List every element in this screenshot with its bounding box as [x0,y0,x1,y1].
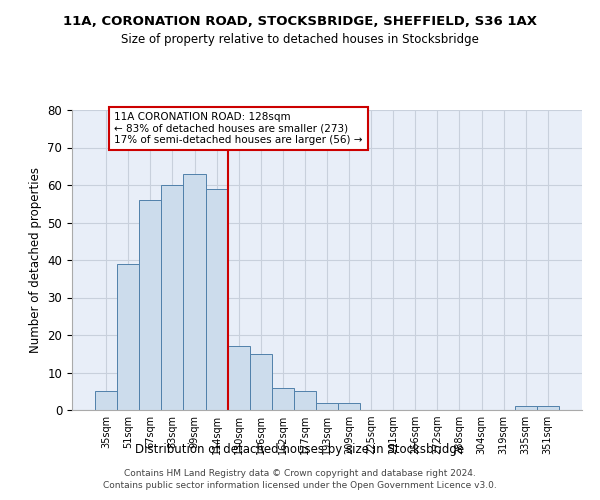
Text: 11A, CORONATION ROAD, STOCKSBRIDGE, SHEFFIELD, S36 1AX: 11A, CORONATION ROAD, STOCKSBRIDGE, SHEF… [63,15,537,28]
Bar [515,406,537,410]
Text: Size of property relative to detached houses in Stocksbridge: Size of property relative to detached ho… [121,32,479,46]
Text: Contains public sector information licensed under the Open Government Licence v3: Contains public sector information licen… [103,481,497,490]
Bar [161,185,184,410]
Text: 11A CORONATION ROAD: 128sqm
← 83% of detached houses are smaller (273)
17% of se: 11A CORONATION ROAD: 128sqm ← 83% of det… [114,112,362,145]
Text: Contains HM Land Registry data © Crown copyright and database right 2024.: Contains HM Land Registry data © Crown c… [124,468,476,477]
Bar [206,188,227,410]
Bar [227,346,250,410]
Bar [184,174,206,410]
Bar [117,264,139,410]
Bar [95,391,117,410]
Bar [294,391,316,410]
Bar [316,402,338,410]
Bar [338,402,360,410]
Bar [537,406,559,410]
Bar [272,388,294,410]
Text: Distribution of detached houses by size in Stocksbridge: Distribution of detached houses by size … [136,442,464,456]
Bar [250,354,272,410]
Y-axis label: Number of detached properties: Number of detached properties [29,167,42,353]
Bar [139,200,161,410]
